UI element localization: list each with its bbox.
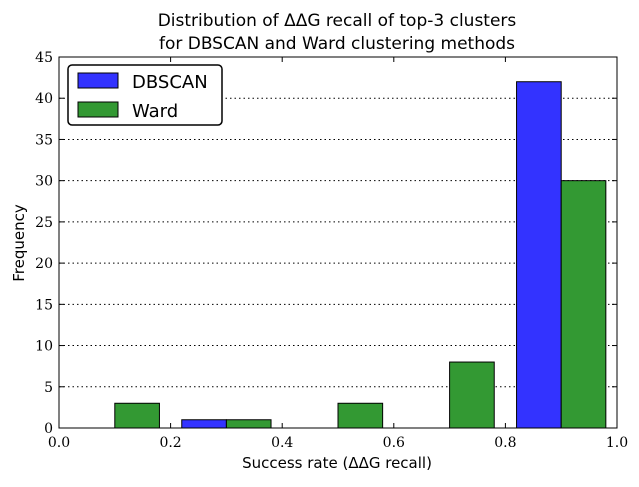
chart-title-line-2: for DBSCAN and Ward clustering methods [159, 34, 515, 54]
x-tick-label: 0.0 [48, 435, 70, 451]
tick-marks [58, 56, 618, 429]
bar-ward [449, 361, 495, 429]
chart-title-line-1: Distribution of ΔΔG recall of top-3 clus… [158, 11, 517, 31]
x-tick-label: 0.8 [494, 435, 516, 451]
bar-ward [225, 419, 272, 429]
y-tick-labels: 0 5 10 15 20 25 30 35 40 45 [35, 50, 53, 437]
y-tick-label: 5 [44, 380, 53, 396]
legend-label-ward: Ward [132, 101, 178, 122]
x-tick-label: 0.2 [159, 435, 181, 451]
bar-dbscan [516, 81, 562, 429]
y-tick-label: 20 [35, 256, 53, 272]
bars [114, 81, 607, 429]
bar-dbscan [181, 419, 227, 429]
y-tick-label: 40 [35, 91, 53, 107]
bar-ward [337, 402, 384, 429]
x-axis-label: Success rate (ΔΔG recall) [242, 454, 432, 472]
legend-label-dbscan: DBSCAN [132, 72, 208, 93]
y-tick-label: 15 [35, 297, 53, 313]
x-tick-label: 1.0 [606, 435, 628, 451]
x-tick-label: 0.4 [271, 435, 293, 451]
bar-ward [114, 402, 160, 429]
y-tick-label: 0 [44, 421, 53, 437]
legend-swatch-ward [77, 101, 119, 118]
y-axis-label: Frequency [10, 204, 28, 282]
y-tick-label: 25 [35, 215, 53, 231]
x-tick-labels: 0.0 0.2 0.4 0.6 0.8 1.0 [48, 435, 628, 451]
plot-frame [58, 56, 618, 429]
y-tick-label: 35 [35, 132, 53, 148]
y-tick-label: 10 [35, 339, 53, 355]
y-tick-label: 45 [35, 50, 53, 66]
legend: DBSCAN Ward [67, 64, 223, 126]
bar-ward [560, 180, 607, 429]
legend-swatch-dbscan [77, 72, 119, 89]
x-tick-label: 0.6 [383, 435, 405, 451]
y-tick-label: 30 [35, 174, 53, 190]
